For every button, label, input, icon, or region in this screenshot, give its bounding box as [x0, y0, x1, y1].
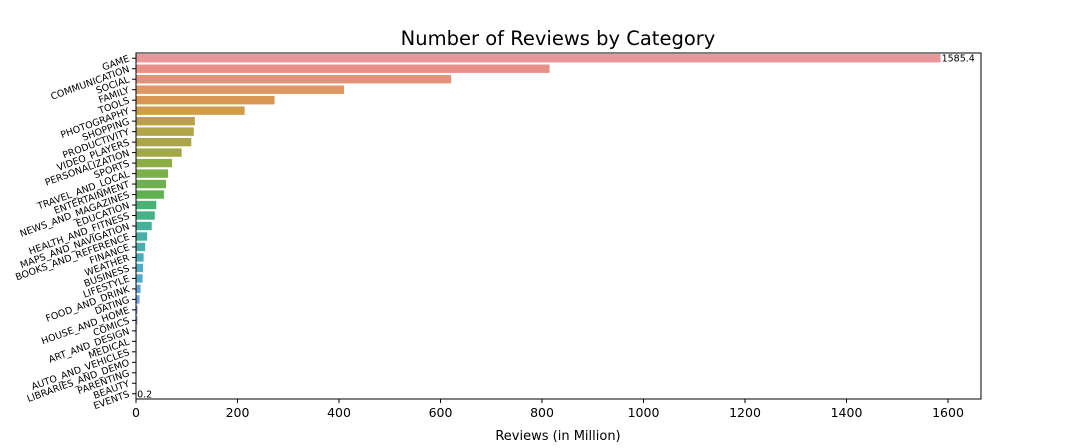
bars-group — [136, 54, 941, 398]
x-tick-label: 800 — [530, 405, 554, 420]
x-tick-label: 600 — [429, 405, 453, 420]
bar-lifestyle — [136, 274, 143, 283]
x-tick-label: 1000 — [628, 405, 660, 420]
bar-finance — [136, 242, 146, 252]
x-tick-label: 0 — [132, 405, 140, 420]
y-axis-ticks: GAMECOMMUNICATIONSOCIALFAMILYTOOLSPHOTOG… — [14, 54, 136, 412]
bar-weather — [136, 253, 144, 262]
bar-travel-and-local — [136, 169, 168, 178]
bar-game — [136, 54, 941, 63]
bar-books-and-reference — [136, 232, 148, 241]
bar-productivity — [136, 127, 194, 136]
bar-business — [136, 263, 144, 273]
bar-social — [136, 75, 452, 84]
bar-sports — [136, 158, 173, 168]
bar-photography — [136, 106, 245, 115]
bar-maps-and-navigation — [136, 221, 152, 231]
bar-food-and-drink — [136, 284, 141, 294]
bar-value-label: 0.2 — [137, 389, 152, 400]
x-axis-ticks: 0 200 400 600 800 1000 1200 1400 1600 — [132, 399, 964, 420]
x-tick-label: 1400 — [831, 405, 863, 420]
bar-education — [136, 200, 157, 210]
bar-comics — [136, 316, 138, 325]
bar-entertainment — [136, 179, 166, 189]
x-tick-label: 1600 — [932, 405, 964, 420]
bar-shopping — [136, 116, 195, 126]
bar-family — [136, 85, 345, 94]
bar-tools — [136, 95, 275, 105]
chart-title: Number of Reviews by Category — [401, 27, 716, 50]
data-labels-group: 1585.4 0.2 — [137, 54, 975, 401]
x-tick-label: 400 — [327, 405, 351, 420]
bar-communication — [136, 64, 550, 73]
bar-news-and-magazines — [136, 190, 164, 199]
bar-house-and-home — [136, 305, 138, 315]
x-tick-label: 200 — [226, 405, 250, 420]
bar-video-players — [136, 137, 192, 147]
plot-frame — [135, 52, 982, 400]
x-tick-label: 1200 — [729, 405, 761, 420]
x-axis-label: Reviews (in Million) — [495, 429, 620, 444]
bar-health-and-fitness — [136, 211, 155, 220]
bar-value-label: 1585.4 — [942, 54, 975, 65]
bar-personalization — [136, 148, 182, 157]
bar-dating — [136, 295, 140, 304]
